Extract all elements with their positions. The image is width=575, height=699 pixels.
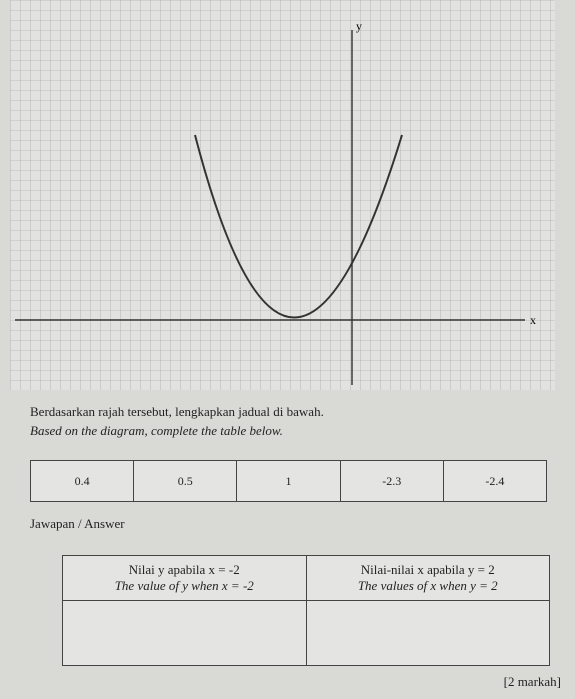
y-axis-label: y xyxy=(356,19,362,33)
answer-cell[interactable] xyxy=(62,600,307,666)
instruction-malay: Berdasarkan rajah tersebut, lengkapkan j… xyxy=(30,404,324,419)
parabola xyxy=(194,134,403,319)
option: 0.5 xyxy=(134,461,238,501)
header-cell: Nilai-nilai x apabila y = 2 The values of… xyxy=(305,555,550,601)
option: -2.4 xyxy=(485,473,505,488)
answer-table: Nilai y apabila x = -2 The value of y whe… xyxy=(62,555,550,666)
option: 1 xyxy=(237,461,341,501)
instruction-english: Based on the diagram, complete the table… xyxy=(30,423,283,438)
header-english: The values of x when y = 2 xyxy=(357,578,498,593)
marks: [2 markah] xyxy=(503,674,561,689)
options: 0.4 0.5 1 -2.3 -2.4 xyxy=(30,460,547,502)
graph: x y xyxy=(10,0,555,390)
header-malay: Nilai-nilai x apabila y = 2 xyxy=(360,562,495,577)
header-english: The value of y when x = -2 xyxy=(114,578,254,593)
answer-cell[interactable] xyxy=(305,600,550,666)
option: -2.3 xyxy=(341,461,444,501)
answer-label: Jawapan / Answer xyxy=(30,516,125,531)
grid xyxy=(10,0,555,390)
option: 0.4 xyxy=(31,461,135,501)
header-malay: Nilai y apabila x = -2 xyxy=(128,562,240,577)
x-axis-label: x xyxy=(530,313,536,327)
header-cell: Nilai y apabila x = -2 The value of y whe… xyxy=(62,555,307,601)
